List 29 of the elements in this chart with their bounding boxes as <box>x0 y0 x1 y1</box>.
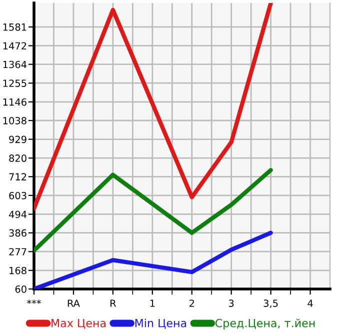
y-tick-label: 820 <box>9 154 26 162</box>
y-tick-label: 929 <box>9 136 26 144</box>
legend-label: Max Цена <box>52 319 106 329</box>
y-tick-label: 494 <box>8 210 27 218</box>
x-tick-label: 2 <box>189 300 194 307</box>
y-tick-label: 712 <box>9 173 26 180</box>
y-tick-label: 168 <box>10 266 26 274</box>
y-tick-label: 1255 <box>3 80 26 87</box>
line-series <box>34 230 273 289</box>
x-tick-label: R <box>110 300 116 307</box>
x-tick-label: RA <box>68 300 80 307</box>
y-tick-label: 603 <box>9 192 26 200</box>
line-series <box>34 3 273 211</box>
x-tick-label: 3,5 <box>264 300 278 308</box>
y-tick-label: 60 <box>15 285 26 293</box>
x-tick-label: 1 <box>150 300 155 307</box>
x-tick-label: 4 <box>308 300 313 307</box>
y-tick-label: 386 <box>9 229 26 237</box>
y-tick-label: 1581 <box>3 23 26 31</box>
x-tick-label: 3 <box>228 300 234 307</box>
y-tick-label: 1364 <box>3 60 27 68</box>
line-series <box>34 168 273 253</box>
y-tick-label: 1146 <box>3 98 26 106</box>
x-tick-label: *** <box>27 300 41 304</box>
legend-label: Сред.Цена, т.йен <box>215 318 315 330</box>
y-tick-label: 277 <box>9 248 26 256</box>
legend-label: Min Цена <box>135 318 186 329</box>
y-tick-label: 1472 <box>3 42 26 50</box>
y-tick-label: 1038 <box>3 116 26 124</box>
